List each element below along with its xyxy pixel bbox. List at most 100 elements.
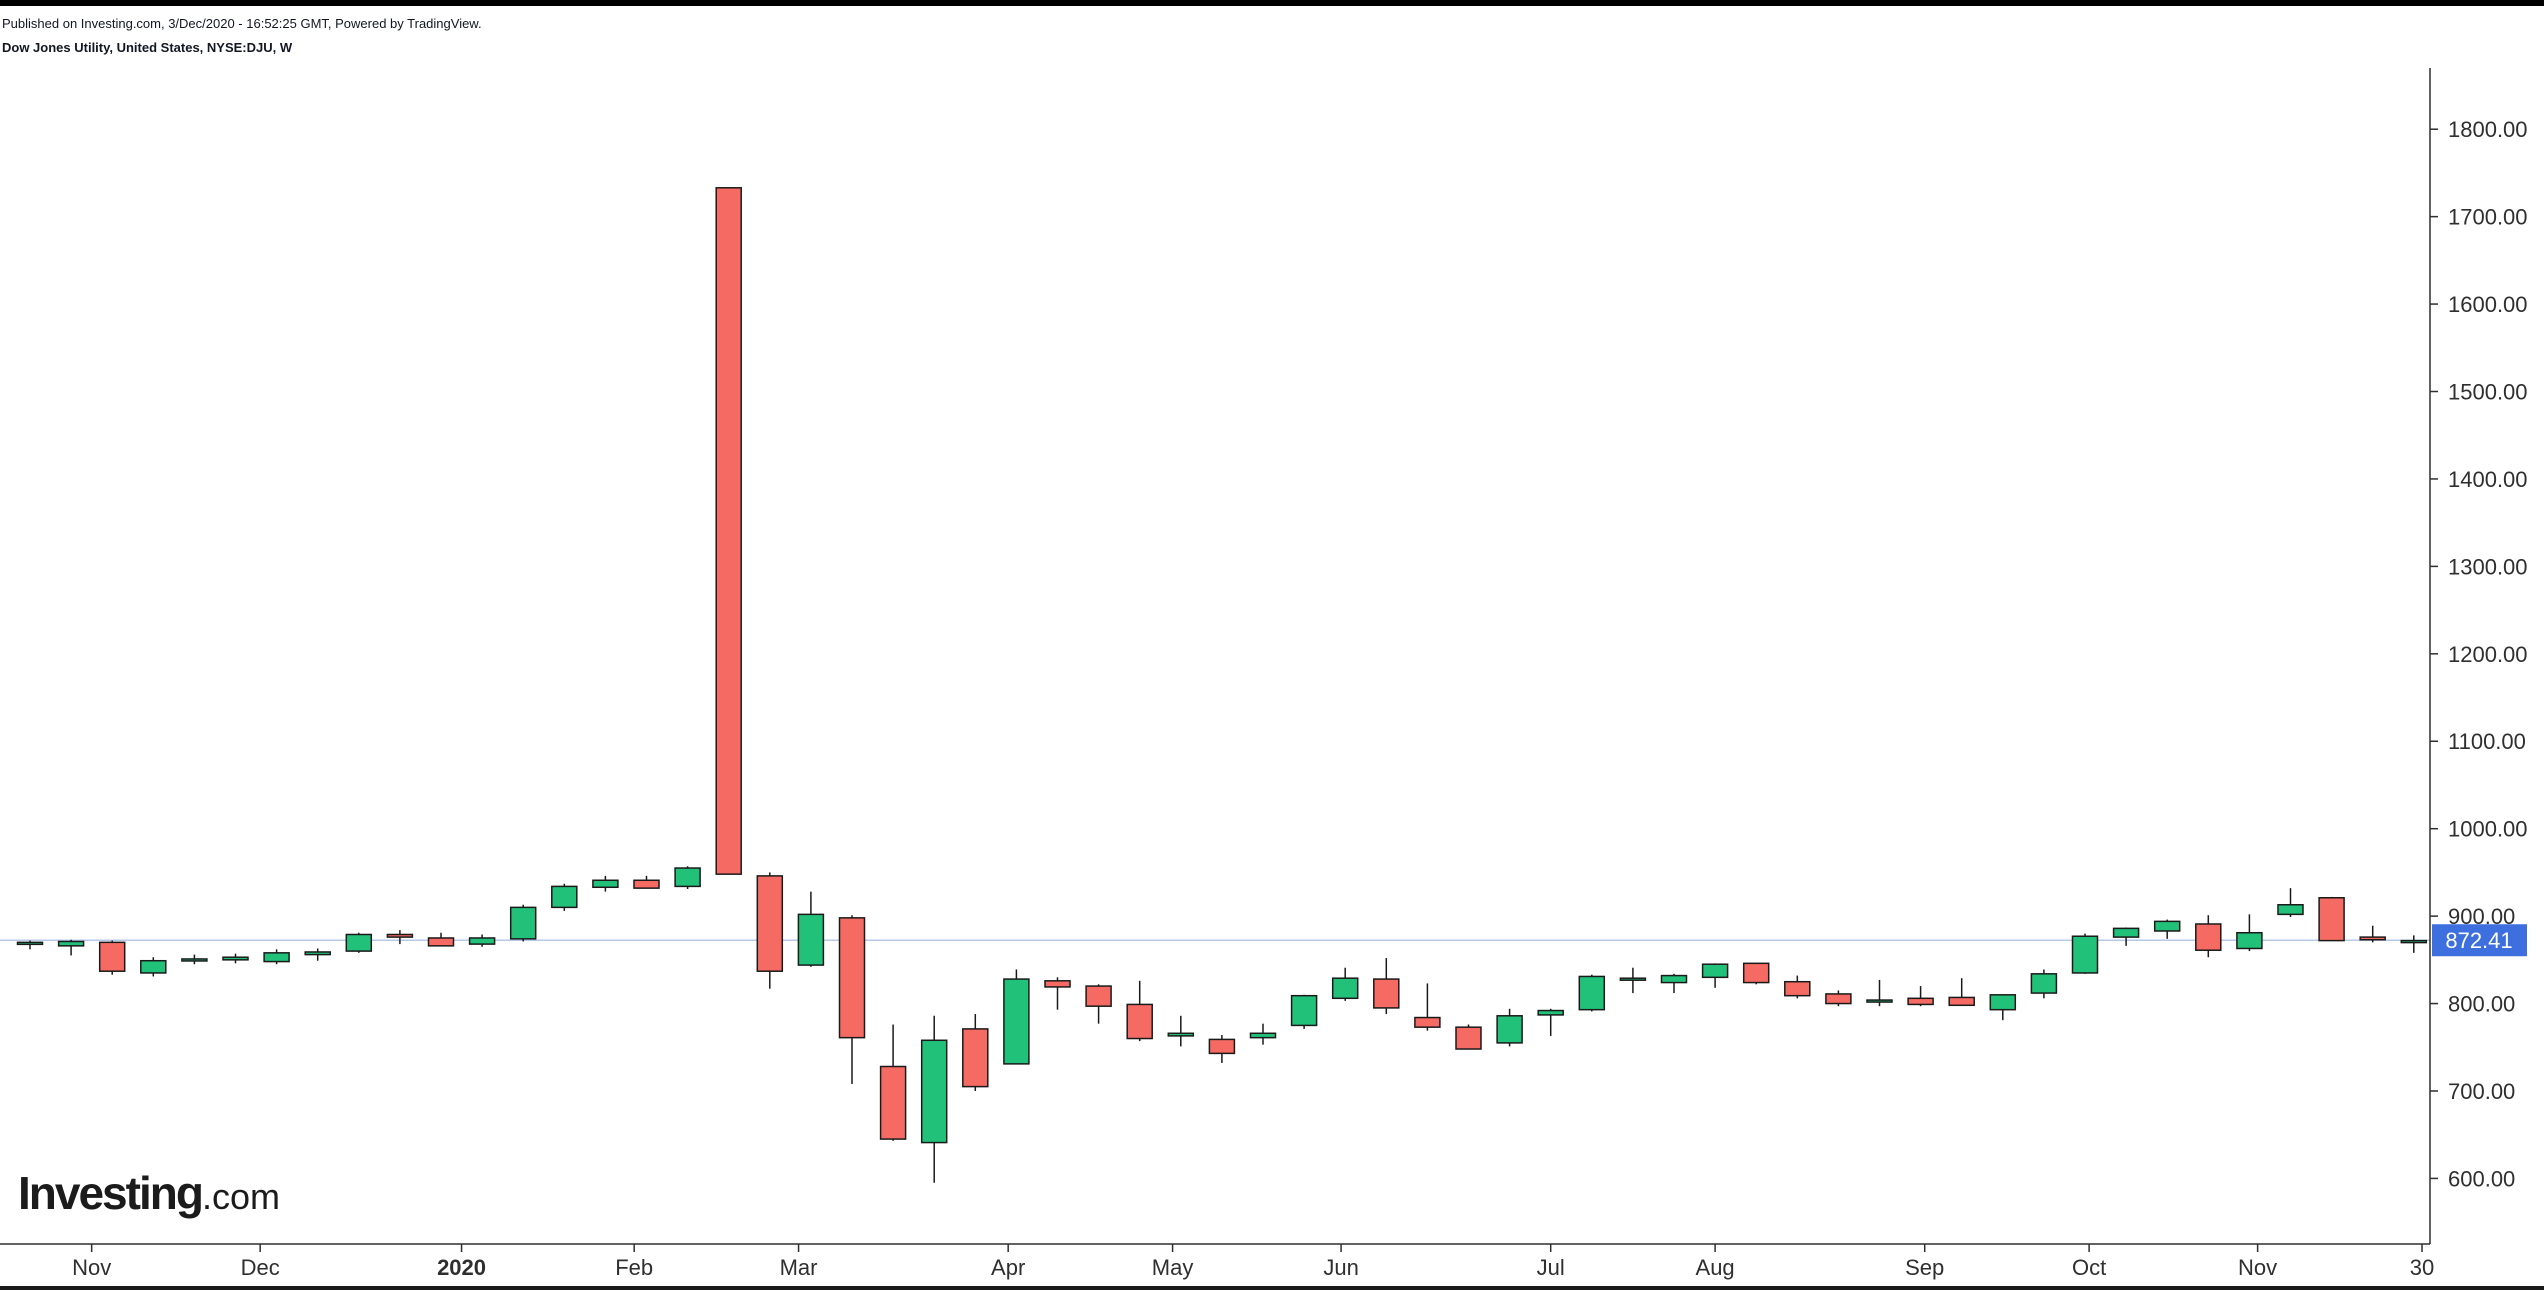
candle <box>59 940 84 956</box>
candle-body-down <box>757 876 782 971</box>
plot-area <box>0 188 2430 1183</box>
candle-body-down <box>2319 898 2344 941</box>
candle <box>922 1016 947 1183</box>
candle-body-up <box>1579 976 1604 1009</box>
x-tick-label: Nov <box>72 1255 111 1280</box>
candle <box>2196 915 2221 957</box>
candle-body-up <box>346 934 371 951</box>
candle <box>1867 980 1892 1006</box>
investing-logo: Investing.com <box>18 1166 280 1220</box>
candle <box>346 933 371 953</box>
x-tick-label: Apr <box>991 1255 1025 1280</box>
candle-body-up <box>223 957 248 960</box>
candle <box>223 954 248 964</box>
candle <box>2114 927 2139 945</box>
candle <box>2155 920 2180 939</box>
candle <box>2401 935 2426 952</box>
candle <box>1949 978 1974 1005</box>
y-tick-label: 1300.00 <box>2448 554 2528 579</box>
candle <box>1209 1035 1234 1063</box>
candle <box>1004 969 1029 1063</box>
candle-body-up <box>18 942 43 944</box>
candle <box>1620 968 1645 993</box>
candle-body-up <box>1333 978 1358 998</box>
candle-body-up <box>2031 974 2056 993</box>
x-tick-label: Oct <box>2072 1255 2106 1280</box>
candle-body-down <box>1785 982 1810 996</box>
candle <box>963 1014 988 1091</box>
x-tick-label: Feb <box>615 1255 653 1280</box>
candle <box>1538 1009 1563 1036</box>
candle <box>2073 934 2098 974</box>
candle-body-down <box>387 934 412 937</box>
candle <box>1579 975 1604 1012</box>
candle-body-down <box>716 188 741 874</box>
candle-body-up <box>59 941 84 945</box>
candle-body-down <box>634 880 659 888</box>
candle-body-down <box>963 1029 988 1087</box>
y-tick-label: 600.00 <box>2448 1166 2515 1191</box>
candle-body-up <box>1620 978 1645 980</box>
candle-body-down <box>100 942 125 971</box>
candle-body-up <box>1662 976 1687 983</box>
candle <box>757 872 782 988</box>
candle-body-up <box>798 914 823 965</box>
x-tick-label: Dec <box>241 1255 280 1280</box>
candle-body-down <box>1908 998 1933 1004</box>
x-tick-label: 30 <box>2410 1255 2434 1280</box>
candle <box>1826 990 1851 1006</box>
candle-body-up <box>2155 921 2180 931</box>
candle <box>1086 984 1111 1023</box>
candle <box>1456 1025 1481 1049</box>
candle <box>1333 968 1358 1001</box>
candle <box>2031 969 2056 998</box>
last-price-marker: 872.41 <box>2432 924 2527 956</box>
candle-body-up <box>141 961 166 973</box>
y-tick-label: 800.00 <box>2448 992 2515 1017</box>
candle <box>2319 897 2344 941</box>
price-axis: 600.00700.00800.00900.001000.001100.0012… <box>2430 117 2528 1191</box>
candle <box>1127 981 1152 1041</box>
candle <box>305 948 330 960</box>
candle-body-up <box>2114 928 2139 937</box>
candle-body-down <box>1045 981 1070 987</box>
candle-body-down <box>429 938 454 946</box>
candle <box>716 188 741 874</box>
bottom-border <box>0 1286 2544 1290</box>
candle <box>2237 914 2262 951</box>
y-tick-label: 1700.00 <box>2448 205 2528 230</box>
x-tick-label: Mar <box>780 1255 818 1280</box>
candle-body-down <box>2196 924 2221 950</box>
y-tick-label: 1500.00 <box>2448 380 2528 405</box>
candle-body-up <box>264 953 289 962</box>
candle <box>2360 926 2385 943</box>
y-tick-label: 700.00 <box>2448 1079 2515 1104</box>
candle <box>675 866 700 889</box>
candle <box>634 876 659 888</box>
candle-body-down <box>1209 1039 1234 1053</box>
candle <box>100 941 125 975</box>
candle <box>182 955 207 965</box>
candle-body-up <box>182 959 207 961</box>
candle <box>1785 976 1810 999</box>
candle-body-up <box>1990 995 2015 1010</box>
candle <box>470 934 495 946</box>
candle-body-up <box>2278 905 2303 915</box>
x-tick-label: Nov <box>2238 1255 2277 1280</box>
candle-body-up <box>1703 964 1728 977</box>
candle-body-down <box>1744 963 1769 982</box>
candle-body-down <box>1826 994 1851 1004</box>
x-tick-label: Jun <box>1323 1255 1358 1280</box>
candle-body-down <box>881 1067 906 1140</box>
x-tick-label: Jul <box>1537 1255 1565 1280</box>
time-axis: Nov Dec 2020 Feb Mar Apr May Jun Jul Aug Sep Oct Nov… <box>72 1244 2434 1280</box>
candle <box>2278 888 2303 917</box>
candle-body-down <box>1374 979 1399 1008</box>
y-tick-label: 1100.00 <box>2448 729 2526 754</box>
candle <box>1168 1016 1193 1047</box>
candle-body-down <box>1456 1027 1481 1049</box>
candle-body-up <box>470 938 495 944</box>
logo-suffix: .com <box>202 1176 280 1217</box>
x-tick-label: May <box>1152 1255 1194 1280</box>
